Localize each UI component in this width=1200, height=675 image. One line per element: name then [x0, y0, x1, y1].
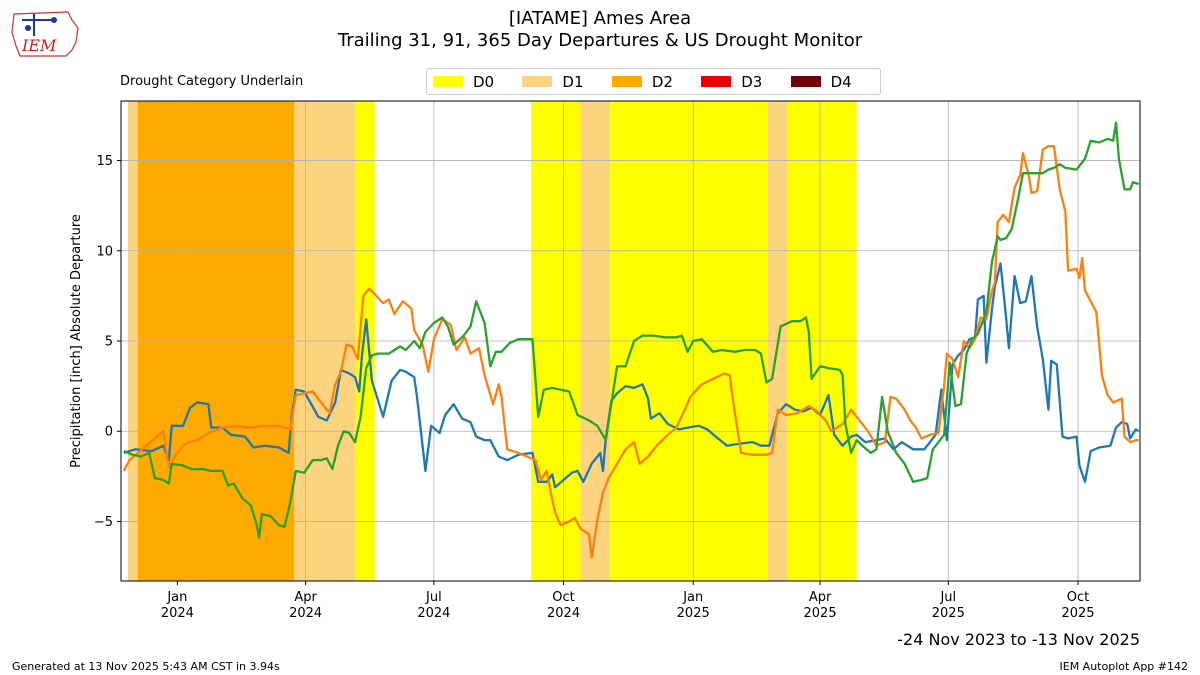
chart-title: [IATAME] Ames Area Trailing 31, 91, 365 … — [0, 8, 1200, 52]
legend-label-d1: D1 — [562, 72, 584, 91]
x-tick-year: 2025 — [677, 606, 710, 621]
y-tick-label: 10 — [96, 244, 113, 259]
legend-label-d3: D3 — [741, 72, 763, 91]
x-tick-year: 2025 — [804, 606, 837, 621]
series-line-365-day — [123, 121, 1139, 539]
legend-item-d3: D3 — [701, 73, 790, 91]
x-tick-month: Oct — [1067, 590, 1089, 605]
legend-swatch-d0 — [433, 76, 463, 87]
y-tick-label: 0 — [105, 425, 113, 440]
x-tick-year: 2024 — [161, 606, 194, 621]
y-tick-label: 5 — [105, 335, 113, 350]
x-tick-month: Jul — [425, 590, 442, 605]
legend-label-d4: D4 — [830, 72, 852, 91]
date-range: -24 Nov 2023 to -13 Nov 2025 — [897, 630, 1140, 649]
x-tick-month: Jul — [939, 590, 956, 605]
iem-logo: IEM — [11, 11, 79, 57]
legend-swatch-d2 — [611, 76, 642, 87]
legend-label-d0: D0 — [473, 72, 495, 91]
series-line-91-day — [122, 144, 1139, 559]
generated-timestamp: Generated at 13 Nov 2025 5:43 AM CST in … — [12, 660, 280, 673]
x-tick-year: 2024 — [417, 606, 450, 621]
app-id: IEM Autoplot App #142 — [1059, 660, 1189, 673]
legend-item-d2: D2 — [611, 72, 701, 91]
logo-text: IEM — [21, 36, 57, 55]
x-tick-year: 2024 — [289, 606, 322, 621]
x-tick-month: Jan — [682, 590, 703, 605]
y-axis: −5 0 5 10 15 — [94, 154, 121, 530]
y-tick-label: −5 — [94, 515, 113, 530]
x-tick-month: Jan — [166, 590, 187, 605]
x-tick-month: Apr — [294, 590, 317, 605]
x-tick-month: Oct — [552, 590, 574, 605]
x-tick-month: Apr — [809, 590, 832, 605]
drought-category-note: Drought Category Underlain — [120, 74, 304, 89]
legend-item-d4: D4 — [790, 72, 880, 91]
series-lines — [122, 121, 1140, 559]
legend: D0 D1 D2 D3 D4 — [426, 68, 881, 95]
legend-item-d0: D0 — [433, 73, 522, 91]
y-tick-label: 15 — [96, 154, 113, 169]
legend-label-d2: D2 — [651, 72, 673, 91]
x-axis: Jan2024Apr2024Jul2024Oct2024Jan2025Apr20… — [161, 581, 1095, 621]
x-tick-year: 2024 — [547, 606, 580, 621]
legend-item-d1: D1 — [522, 73, 611, 91]
legend-swatch-d4 — [790, 76, 821, 87]
legend-swatch-d1 — [522, 76, 553, 87]
legend-swatch-d3 — [701, 76, 732, 87]
x-tick-year: 2025 — [932, 606, 965, 621]
y-axis-label: Precipitation [inch] Absolute Departure — [69, 214, 84, 468]
drought-bands — [128, 101, 857, 581]
title-line-2: Trailing 31, 91, 365 Day Departures & US… — [337, 30, 863, 51]
x-tick-year: 2025 — [1061, 606, 1094, 621]
title-line-1: [IATAME] Ames Area — [508, 8, 692, 29]
